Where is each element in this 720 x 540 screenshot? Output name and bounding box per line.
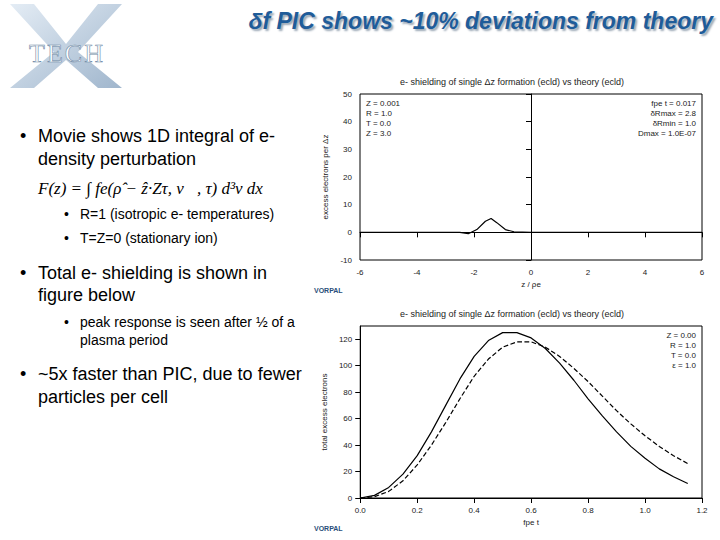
svg-text:-10: -10 <box>340 256 352 265</box>
svg-text:30: 30 <box>343 145 352 154</box>
svg-text:-6: -6 <box>356 268 364 277</box>
svg-text:40: 40 <box>343 117 352 126</box>
html-text:Movie shows 1D integral of e-: Movie shows 1D integral of e- density pe… <box>38 126 276 169</box>
svg-text:-4: -4 <box>413 268 421 277</box>
svg-text:2: 2 <box>586 268 591 277</box>
svg-text:Z = 0.001: Z = 0.001 <box>366 99 401 108</box>
svg-text:e- shielding of single Δz form: e- shielding of single Δz formation (ecl… <box>400 77 624 87</box>
svg-text:4: 4 <box>643 268 648 277</box>
svg-text:R = 1.0: R = 1.0 <box>670 341 697 350</box>
svg-text:0.6: 0.6 <box>526 506 538 515</box>
svg-text:T = 0.0: T = 0.0 <box>671 351 697 360</box>
svg-text:T = 0.0: T = 0.0 <box>366 119 392 128</box>
svg-text:0: 0 <box>348 494 353 503</box>
svg-text:δRmin = 1.0: δRmin = 1.0 <box>653 119 697 128</box>
svg-text:0: 0 <box>348 228 353 237</box>
svg-text:δRmax = 2.8: δRmax = 2.8 <box>650 109 696 118</box>
svg-text:0.4: 0.4 <box>469 506 481 515</box>
svg-text:20: 20 <box>343 173 352 182</box>
svg-text:TECH: TECH <box>29 39 105 68</box>
svg-text:1.2: 1.2 <box>696 506 708 515</box>
svg-text:total excess electrons: total excess electrons <box>320 374 329 451</box>
svg-text:0.8: 0.8 <box>583 506 595 515</box>
html-text:Total e- shielding is shown in: Total e- shielding is shown in figure be… <box>38 262 268 306</box>
html-text:~5x faster than PIC, due to fe: ~5x faster than PIC, due to fewer partic… <box>38 364 302 407</box>
svg-text:fpe t = 0.017: fpe t = 0.017 <box>651 99 696 108</box>
svg-text:z / ρe: z / ρe <box>521 280 541 289</box>
html-text:peak response is seen after ½: peak response is seen after ½ of a plasm… <box>80 313 295 348</box>
svg-text:VORPAL: VORPAL <box>314 287 343 294</box>
svg-text:80: 80 <box>343 388 352 397</box>
svg-text:50: 50 <box>343 90 352 99</box>
svg-text:6: 6 <box>700 268 705 277</box>
html-text:T=Z=0 (stationary ion): T=Z=0 (stationary ion) <box>80 230 218 247</box>
svg-text:40: 40 <box>343 441 352 450</box>
svg-text:1.0: 1.0 <box>639 506 651 515</box>
svg-text:-2: -2 <box>470 268 478 277</box>
svg-text:Z = 0.00: Z = 0.00 <box>666 331 696 340</box>
svg-text:fpe t: fpe t <box>523 518 539 527</box>
svg-text:100: 100 <box>339 361 353 370</box>
svg-text:60: 60 <box>343 414 352 423</box>
svg-text:120: 120 <box>339 335 353 344</box>
svg-text:VORPAL: VORPAL <box>314 525 343 532</box>
svg-text:excess electrons per Δz: excess electrons per Δz <box>321 135 330 220</box>
svg-text:10: 10 <box>343 200 352 209</box>
svg-text:20: 20 <box>343 467 352 476</box>
html-text:F(z) = ∫ fe(ρ̂ − ẑ·Zτ, v⃗, τ): F(z) = ∫ fe(ρ̂ − ẑ·Zτ, v⃗, τ) d³v dx <box>38 179 263 198</box>
svg-text:0.2: 0.2 <box>412 506 424 515</box>
svg-text:Z = 3.0: Z = 3.0 <box>366 129 392 138</box>
svg-text:0.0: 0.0 <box>355 506 367 515</box>
svg-text:0: 0 <box>529 268 534 277</box>
svg-text:R = 1.0: R = 1.0 <box>366 109 393 118</box>
html-text:R=1 (isotropic e- temperatures: R=1 (isotropic e- temperatures) <box>80 206 275 223</box>
svg-text:Dmax = 1.0E-07: Dmax = 1.0E-07 <box>638 129 697 138</box>
svg-text:e- shielding of single Δz form: e- shielding of single Δz formation (ecl… <box>400 309 624 319</box>
html-text:δf PIC shows ~10% deviations f: δf PIC shows ~10% deviations from theory <box>248 8 713 34</box>
svg-text:ε = 1.0: ε = 1.0 <box>672 361 696 370</box>
